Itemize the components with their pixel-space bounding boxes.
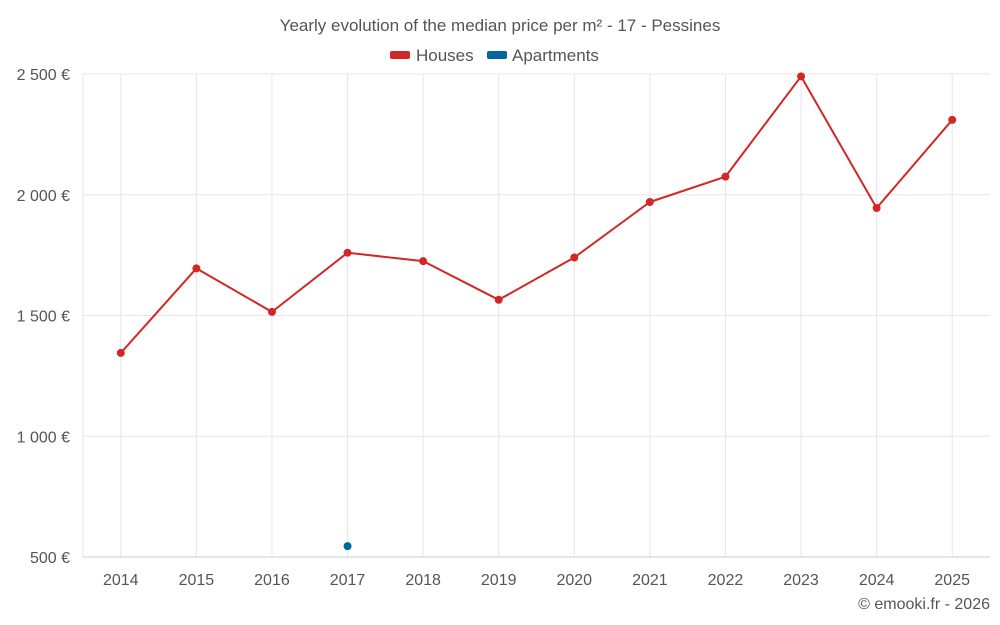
y-tick-label: 1 000 € [17, 429, 70, 446]
series-plot-area [116, 72, 957, 551]
x-tick-label: 2023 [783, 572, 819, 589]
data-point-houses-2014[interactable] [116, 348, 125, 357]
y-tick-label: 500 € [30, 550, 70, 567]
legend-label-houses[interactable]: Houses [416, 46, 474, 65]
legend-swatch-apartments[interactable] [487, 51, 507, 59]
data-point-houses-2018[interactable] [419, 257, 428, 266]
x-tick-label: 2018 [405, 572, 441, 589]
data-point-houses-2015[interactable] [192, 264, 201, 273]
x-tick-label: 2019 [481, 572, 517, 589]
x-tick-label: 2016 [254, 572, 290, 589]
x-tick-label: 2025 [934, 572, 970, 589]
data-point-houses-2017[interactable] [343, 248, 352, 257]
series-houses [116, 72, 957, 357]
data-point-houses-2023[interactable] [797, 72, 806, 81]
y-tick-label: 2 500 € [17, 67, 70, 84]
x-tick-label: 2017 [330, 572, 366, 589]
y-axis: 500 € 1 000 € 1 500 € 2 000 € 2 500 € [17, 67, 70, 567]
x-tick-label: 2022 [708, 572, 744, 589]
data-point-houses-2019[interactable] [494, 295, 503, 304]
legend: Houses Apartments [390, 46, 599, 65]
y-tick-label: 1 500 € [17, 309, 70, 326]
x-tick-label: 2021 [632, 572, 668, 589]
x-tick-label: 2020 [556, 572, 592, 589]
chart-title: Yearly evolution of the median price per… [280, 16, 721, 35]
credit-text: © emooki.fr - 2026 [858, 596, 990, 613]
grid [82, 73, 990, 557]
data-point-apartments-2017[interactable] [343, 542, 352, 551]
data-point-houses-2022[interactable] [721, 172, 730, 181]
x-tick-label: 2014 [103, 572, 139, 589]
data-point-houses-2025[interactable] [948, 115, 957, 124]
data-point-houses-2016[interactable] [267, 307, 276, 316]
x-tick-label: 2024 [859, 572, 895, 589]
data-point-houses-2024[interactable] [872, 204, 881, 213]
y-tick-label: 2 000 € [17, 188, 70, 205]
x-axis: 2014 2015 2016 2017 2018 2019 2020 2021 2022 2023… [83, 556, 990, 589]
legend-swatch-houses[interactable] [390, 51, 410, 59]
data-point-houses-2021[interactable] [645, 197, 654, 206]
series-line-houses [120, 75, 953, 354]
legend-label-apartments[interactable]: Apartments [512, 46, 599, 65]
data-point-houses-2020[interactable] [570, 253, 579, 262]
x-tick-label: 2015 [179, 572, 215, 589]
series-apartments [343, 542, 352, 551]
